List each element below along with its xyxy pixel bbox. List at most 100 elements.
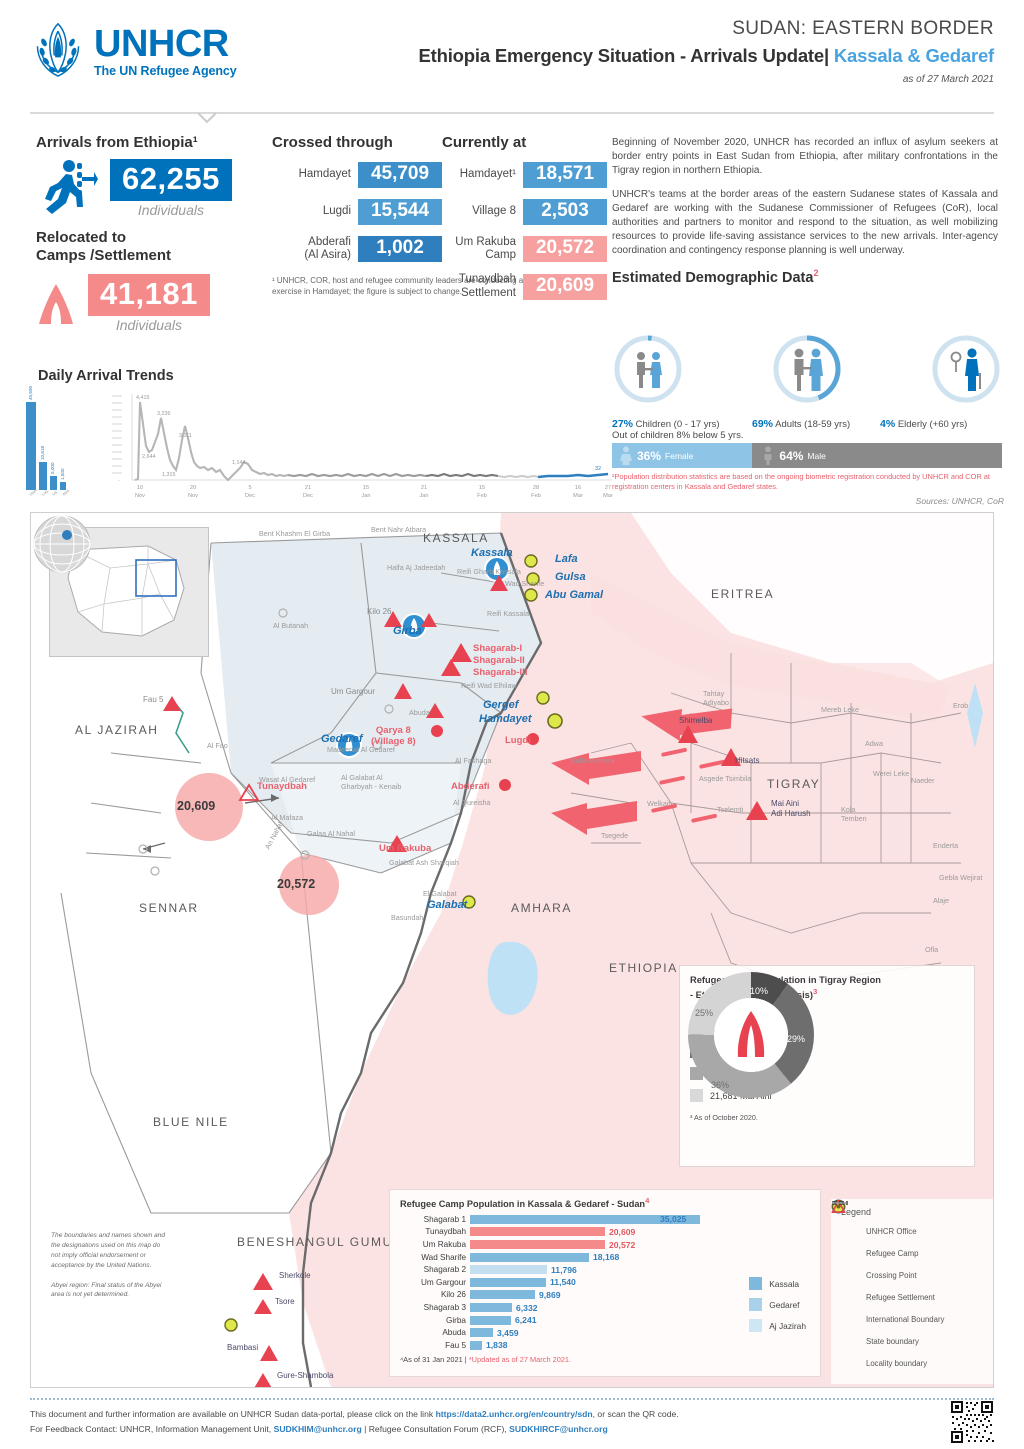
logo-wordmark: UNHCR <box>94 23 229 65</box>
crossed-value: 45,709 <box>358 162 442 188</box>
camp-population-bar <box>470 1290 535 1300</box>
bar-footnote-b: *Updated as of 27 March 2021. <box>468 1354 572 1364</box>
footer-text-d: | Refugee Consultation Forum (RCF), <box>361 1423 510 1434</box>
elderly-ring <box>930 333 1002 405</box>
bar-panel-legend: Kassala Gedaref Aj Jazirah <box>749 1277 806 1340</box>
unhcr-logo: UNHCR The UN Refugee Agency <box>30 18 298 80</box>
svg-text:16: 16 <box>575 485 581 491</box>
narrative-paragraph-1: Beginning of November 2020, UNHCR has re… <box>612 137 998 177</box>
svg-text:Feb: Feb <box>531 493 541 499</box>
unhcr-office-icon <box>831 1199 857 1238</box>
camp-population-row: Girba 6,241 <box>400 1314 812 1327</box>
regional-map[interactable]: KASSALA ERITREA AL JAZIRAH TIGRAY SENNAR… <box>30 512 994 1388</box>
adults-pct: 69% <box>752 418 774 430</box>
donut-footnote: ³ As of October 2020. <box>690 1113 758 1123</box>
footer-text-b: , or scan the QR code. <box>592 1409 679 1419</box>
relocated-title-line1: Relocated to <box>36 229 127 246</box>
camp-population-row: Abuda 3,459 <box>400 1326 812 1339</box>
crossed-label: Lugdi <box>322 205 351 218</box>
svg-text:4,415: 4,415 <box>136 395 150 401</box>
camp-population-value: 20,609 <box>609 1226 636 1237</box>
adults-pair-icon <box>773 335 841 403</box>
children-pair-icon <box>614 335 682 403</box>
bar-panel-rows: Shagarab 1 35,025 Tunaydbah 20,609 Um Rakuba… <box>400 1213 812 1352</box>
im-email-link[interactable]: SUDKHIM@unhcr.org <box>273 1423 362 1434</box>
svg-text:21: 21 <box>421 485 427 491</box>
entry-point-dots <box>431 725 539 791</box>
current-title: Currently at <box>442 134 527 151</box>
svg-text:Ham.: Ham. <box>28 487 38 497</box>
camp-name: Abuda <box>442 1328 466 1338</box>
map-disclaimer-2: Abyei region: Final status of the Abyei … <box>51 1281 162 1299</box>
svg-text:2,644: 2,644 <box>142 454 156 460</box>
map-base-graphic <box>31 513 993 1387</box>
crossed-value: 15,544 <box>358 199 442 225</box>
crossed-row: Hamdayet 45,709 <box>272 162 442 188</box>
svg-text:45,690: 45,690 <box>28 386 33 400</box>
gender-split-bar: 36% Female 64% Male <box>612 443 1002 468</box>
current-label: Hamdayet¹ <box>459 168 516 181</box>
female-pct: 36% <box>637 448 662 463</box>
camp-population-value: 11,796 <box>551 1264 577 1275</box>
tigray-donut-chart: 10% 29% 25% 36% <box>688 972 814 1098</box>
unhcr-emblem-icon <box>36 22 80 77</box>
svg-text:25%: 25% <box>695 1008 713 1018</box>
svg-text:20: 20 <box>190 485 196 491</box>
country-line: SUDAN: EASTERN BORDER <box>732 18 994 39</box>
camp-population-row: Wad Sharife 18,168 <box>400 1251 812 1264</box>
elderly-text: Elderly (+60 yrs) <box>897 419 968 430</box>
svg-text:15: 15 <box>479 485 485 491</box>
bar-legend-item: Kassala <box>749 1277 806 1290</box>
camp-population-value: 20,572 <box>609 1239 636 1250</box>
data-portal-link[interactable]: https://data2.unhcr.org/en/country/sdn <box>435 1409 593 1419</box>
qr-code-icon[interactable] <box>950 1400 994 1444</box>
svg-text:-: - <box>118 478 120 484</box>
svg-text:32: 32 <box>595 466 601 472</box>
svg-text:1,144: 1,144 <box>232 460 246 466</box>
camp-population-row: Kilo 26 9,869 <box>400 1289 812 1302</box>
camp-population-bar <box>470 1227 605 1237</box>
bar-panel-title-text: Refugee Camp Population in Kassala & Ged… <box>400 1199 646 1210</box>
rcf-email-link[interactable]: SUDKHIRCF@unhcr.org <box>509 1423 608 1434</box>
as-of-date: as of 27 March 2021 <box>902 74 994 85</box>
camp-population-value: 11,540 <box>550 1277 576 1288</box>
map-disclaimer: The boundaries and names shown and the d… <box>51 1231 171 1300</box>
page-title: Ethiopia Emergency Situation - Arrivals … <box>298 45 995 67</box>
svg-text:10%: 10% <box>750 986 768 996</box>
svg-text:3,236: 3,236 <box>157 411 171 417</box>
camp-population-row: Fau 5 1,838 <box>400 1339 812 1352</box>
crossed-title: Crossed through <box>272 134 393 151</box>
female-segment: 36% Female <box>612 443 753 468</box>
arrivals-value: 62,255 <box>110 158 232 201</box>
arrivals-figure: 62,255 Individuals <box>110 158 232 218</box>
svg-text:28: 28 <box>533 485 539 491</box>
page-footer: This document and further information ar… <box>30 1398 994 1444</box>
legend-label: State boundary <box>866 1336 919 1346</box>
camp-population-value: 1,838 <box>486 1340 508 1351</box>
page-title-main: Ethiopia Emergency Situation - Arrivals … <box>418 45 830 66</box>
crossing-point-markers <box>224 554 563 1332</box>
header-divider <box>30 112 994 114</box>
footer-line-2: For Feedback Contact: UNHCR, Information… <box>30 1422 994 1437</box>
svg-text:Abd.: Abd. <box>61 488 70 497</box>
current-value: 2,503 <box>523 199 607 225</box>
camp-population-bar <box>470 1328 493 1338</box>
bar-legend-item: Gedaref <box>749 1298 806 1311</box>
bar-panel-title-sup: 4 <box>645 1196 650 1205</box>
camp-population-row: Um Gargour 11,540 <box>400 1276 812 1289</box>
arrivals-title: Arrivals from Ethiopia¹ <box>36 134 198 151</box>
swatch-kassala <box>749 1277 763 1290</box>
camp-population-bar <box>470 1340 482 1350</box>
crossed-value: 1,002 <box>358 236 442 263</box>
arrivals-column: Arrivals from Ethiopia¹ 62,255 In <box>36 134 266 333</box>
stats-section: Arrivals from Ethiopia¹ 62,255 In <box>0 130 1024 370</box>
svg-text:15: 15 <box>363 485 369 491</box>
donut-value-mai-aini: 21,681 <box>710 1090 738 1101</box>
camp-name: Um Rakuba <box>422 1240 466 1250</box>
relocated-title: Relocated to Camps /Settlement <box>36 229 266 265</box>
state-boundary-icon <box>832 1202 857 1348</box>
svg-text:V8: V8 <box>51 489 59 497</box>
map-legend-panel: Legend UNHCR Office Refugee Camp Crossin… <box>831 1199 993 1384</box>
crossing-point-icon <box>831 1199 857 1282</box>
